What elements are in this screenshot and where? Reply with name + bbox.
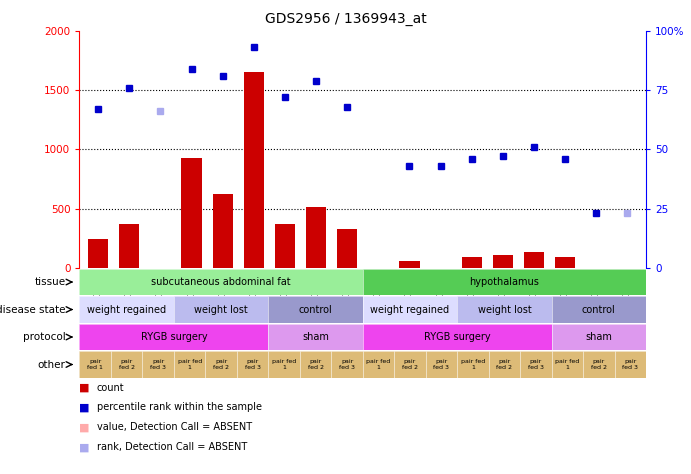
Bar <box>119 224 140 268</box>
Bar <box>244 73 264 268</box>
Text: percentile rank within the sample: percentile rank within the sample <box>97 402 262 412</box>
Text: pair
fed 1: pair fed 1 <box>87 359 103 370</box>
Text: pair fed
1: pair fed 1 <box>556 359 580 370</box>
Text: count: count <box>97 383 124 392</box>
Text: subcutaneous abdominal fat: subcutaneous abdominal fat <box>151 277 291 287</box>
Bar <box>399 261 419 268</box>
Text: pair
fed 2: pair fed 2 <box>307 359 323 370</box>
Bar <box>182 158 202 268</box>
Text: rank, Detection Call = ABSENT: rank, Detection Call = ABSENT <box>97 442 247 452</box>
Text: pair
fed 3: pair fed 3 <box>623 359 638 370</box>
Text: pair
fed 2: pair fed 2 <box>213 359 229 370</box>
Text: pair fed
1: pair fed 1 <box>272 359 296 370</box>
Text: ■: ■ <box>79 422 90 432</box>
Text: sham: sham <box>302 332 329 342</box>
Bar <box>493 255 513 268</box>
Text: control: control <box>299 304 332 315</box>
Text: pair
fed 3: pair fed 3 <box>150 359 166 370</box>
Text: pair
fed 2: pair fed 2 <box>591 359 607 370</box>
Text: disease state: disease state <box>0 304 66 315</box>
Text: weight regained: weight regained <box>87 304 167 315</box>
Text: ■: ■ <box>79 402 90 412</box>
Text: other: other <box>38 359 66 370</box>
Bar <box>462 257 482 268</box>
Text: weight lost: weight lost <box>194 304 248 315</box>
Text: value, Detection Call = ABSENT: value, Detection Call = ABSENT <box>97 422 252 432</box>
Text: ■: ■ <box>79 442 90 452</box>
Text: pair
fed 3: pair fed 3 <box>245 359 261 370</box>
Text: pair fed
1: pair fed 1 <box>366 359 390 370</box>
Bar <box>275 224 295 268</box>
Bar <box>337 229 357 268</box>
Text: pair fed
1: pair fed 1 <box>461 359 485 370</box>
Text: pair
fed 3: pair fed 3 <box>339 359 355 370</box>
Text: pair
fed 2: pair fed 2 <box>496 359 513 370</box>
Text: hypothalamus: hypothalamus <box>469 277 540 287</box>
Text: RYGB surgery: RYGB surgery <box>140 332 207 342</box>
Bar <box>555 257 575 268</box>
Text: RYGB surgery: RYGB surgery <box>424 332 491 342</box>
Text: tissue: tissue <box>35 277 66 287</box>
Text: pair
fed 3: pair fed 3 <box>528 359 544 370</box>
Text: weight lost: weight lost <box>477 304 531 315</box>
Text: pair
fed 2: pair fed 2 <box>402 359 418 370</box>
Text: GDS2956 / 1369943_at: GDS2956 / 1369943_at <box>265 12 426 26</box>
Text: sham: sham <box>585 332 612 342</box>
Text: ■: ■ <box>79 383 90 392</box>
Bar <box>88 239 108 268</box>
Bar <box>213 194 233 268</box>
Text: pair
fed 2: pair fed 2 <box>119 359 135 370</box>
Text: pair
fed 3: pair fed 3 <box>433 359 449 370</box>
Text: protocol: protocol <box>23 332 66 342</box>
Text: control: control <box>582 304 616 315</box>
Text: pair fed
1: pair fed 1 <box>178 359 202 370</box>
Bar <box>524 253 544 268</box>
Bar <box>306 208 326 268</box>
Text: weight regained: weight regained <box>370 304 450 315</box>
